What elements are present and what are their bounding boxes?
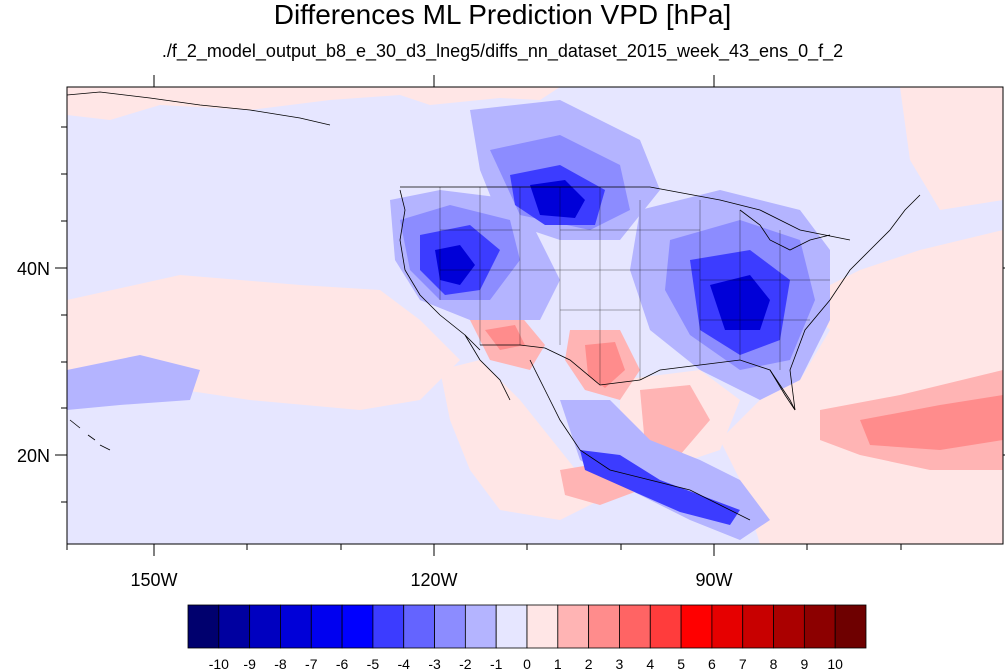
pink-region-east-pacific (440, 360, 600, 520)
state-lines-east (699, 200, 830, 370)
colorbar-swatch (803, 604, 836, 649)
colorbar-label: -4 (398, 656, 411, 672)
lat-label-40n: 40N (17, 259, 50, 279)
colorbar-label: -9 (243, 656, 256, 672)
colorbar-label: 8 (770, 656, 778, 672)
colorbar-label: 4 (646, 656, 654, 672)
deep-blue-plains (530, 180, 585, 218)
colorbar-label: 3 (616, 656, 624, 672)
colorbar-swatch (773, 604, 805, 649)
map-subtitle: ./f_2_model_output_b8_e_30_d3_lneg5/diff… (161, 41, 844, 61)
colorbar-swatch (372, 604, 405, 649)
colorbar-swatch (711, 604, 744, 649)
colorbar-swatch (526, 604, 559, 649)
state-lines-central (559, 187, 700, 385)
colorbar-swatch (495, 604, 528, 649)
colorbar-swatch (834, 604, 867, 649)
lat-label-20n: 20N (17, 446, 50, 466)
state-borders (439, 187, 830, 385)
colorbar-label: -10 (209, 656, 229, 672)
mexico-border (480, 344, 641, 386)
lon-label-150w: 150W (130, 570, 177, 590)
red-region-gulf (640, 385, 710, 455)
mexico-west-coastline (529, 359, 751, 521)
colorbar-swatch (280, 604, 312, 649)
canada-border (400, 186, 851, 241)
colorbar-label: -5 (367, 656, 380, 672)
colorbar-label: -1 (490, 656, 503, 672)
map-field (67, 87, 1003, 544)
colorbar-swatch (588, 604, 620, 649)
lon-ticks (66, 75, 902, 556)
lon-label-90w: 90W (695, 570, 732, 590)
colorbar-label: -2 (459, 656, 472, 672)
lon-label-120w: 120W (410, 570, 457, 590)
strong-red-texas (585, 342, 625, 388)
colorbar-label: -8 (274, 656, 287, 672)
deep-blue-west (435, 245, 475, 285)
colorbar-swatch (434, 604, 466, 649)
colorbar-swatch (403, 604, 435, 649)
colorbar-swatch (557, 604, 590, 649)
colorbar-label: 1 (554, 656, 562, 672)
colorbar-swatch (619, 604, 651, 649)
colorbar-swatch (310, 604, 343, 649)
colorbar-swatch (218, 604, 251, 649)
hawaii-islands (69, 419, 111, 451)
coastlines (67, 91, 921, 521)
east-coastline (789, 194, 921, 411)
map-title: Differences ML Prediction VPD [hPa] (273, 0, 732, 30)
colorbar-label: 7 (739, 656, 747, 672)
pink-region-north-pacific (67, 87, 560, 120)
colorbar-label: 10 (827, 656, 843, 672)
strong-red-atlantic (860, 395, 1003, 450)
colorbar: -10 -9 -8 -7 -6 -5 -4 -3 -2 -1 0 1 2 3 4 5 6 7 8 9 10 (187, 604, 867, 672)
colorbar-swatch (680, 604, 713, 649)
colorbar-label: -3 (428, 656, 441, 672)
colorbar-label: 6 (708, 656, 716, 672)
strong-blue-central-america (580, 450, 740, 525)
colorbar-label: 9 (800, 656, 808, 672)
west-coastline (399, 189, 481, 351)
florida-coastline (769, 369, 796, 411)
pink-region-northeast (900, 87, 1003, 210)
colorbar-label: 0 (523, 656, 531, 672)
colorbar-swatch (249, 604, 281, 649)
colorbar-swatch (187, 604, 220, 649)
colorbar-label: 2 (585, 656, 593, 672)
colorbar-swatch (649, 604, 682, 649)
state-lines-west (439, 187, 560, 345)
strong-red-southwest (485, 325, 525, 350)
baja-coastline (464, 334, 511, 401)
colorbar-label: -7 (305, 656, 318, 672)
colorbar-swatch (464, 604, 497, 649)
colorbar-label: 5 (677, 656, 685, 672)
colorbar-swatch (341, 604, 374, 649)
colorbar-label: -6 (336, 656, 349, 672)
colorbar-swatch (742, 604, 774, 649)
alaska-coastline (67, 91, 331, 126)
blue-region-hawaii (67, 355, 200, 410)
